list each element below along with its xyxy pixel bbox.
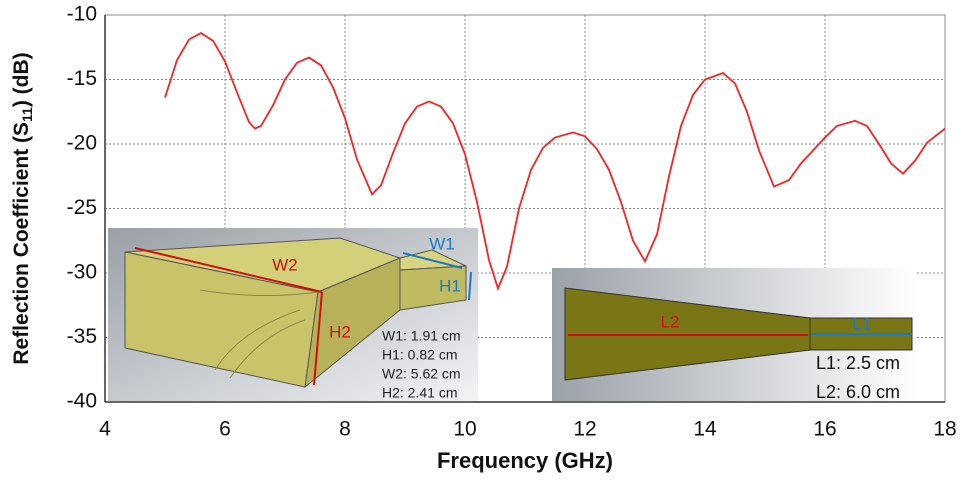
- annotation: W2: 5.62 cm: [382, 366, 461, 382]
- y-axis-label: Reflection Coefficient (S11) (dB): [10, 52, 35, 364]
- x-axis-label: Frequency (GHz): [437, 448, 613, 473]
- y-axis-label-part: ) (dB): [10, 52, 33, 107]
- annotation: L2: [661, 312, 680, 331]
- y-tick-label: -10: [67, 3, 97, 26]
- annotation: L1: 2.5 cm: [816, 353, 900, 373]
- annotation: W1: 1.91 cm: [382, 328, 461, 344]
- x-tick-label: 6: [219, 418, 231, 441]
- annotation: H2: 2.41 cm: [382, 385, 457, 401]
- annotation: H1: 0.82 cm: [382, 347, 457, 363]
- y-tick-label: -25: [67, 196, 97, 219]
- x-tick-label: 12: [573, 418, 596, 441]
- y-tick-label: -35: [67, 325, 97, 348]
- y-tick-label: -20: [67, 132, 97, 155]
- y-tick-label: -15: [67, 67, 97, 90]
- x-tick-label: 18: [933, 418, 956, 441]
- chart: 4 6 8 10 12 14 16 18 -40 -35 -30 -25 -20 -15 -10 Freque…: [0, 0, 968, 477]
- x-tick-label: 10: [453, 418, 476, 441]
- x-tick-label: 4: [99, 418, 111, 441]
- y-axis-label-part: Reflection Coefficient (S: [10, 122, 33, 365]
- annotation: W2: [272, 255, 298, 274]
- y-axis-label-part: 11: [19, 107, 35, 122]
- x-tick-label: 14: [693, 418, 717, 441]
- annotation: L1: [853, 314, 872, 333]
- annotation: H1: [439, 276, 461, 295]
- x-tick-label: 16: [813, 418, 836, 441]
- x-tick-label: 8: [339, 418, 351, 441]
- annotation: W1: [429, 234, 455, 253]
- annotation: L2: 6.0 cm: [816, 382, 900, 402]
- annotation: H2: [329, 322, 351, 341]
- y-tick-label: -30: [67, 261, 97, 284]
- y-tick-label: -40: [67, 390, 97, 413]
